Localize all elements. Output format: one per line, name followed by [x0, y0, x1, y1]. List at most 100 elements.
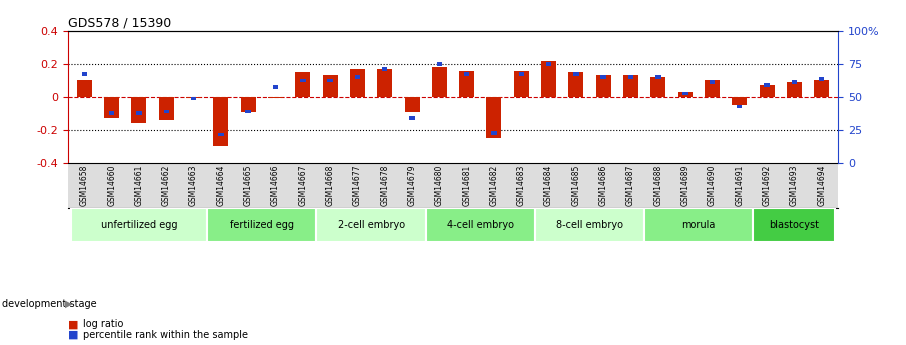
Bar — [545, 62, 552, 66]
Bar — [377, 69, 392, 97]
Bar — [218, 133, 224, 136]
Bar — [82, 72, 87, 76]
Bar — [682, 92, 688, 95]
Text: ■: ■ — [68, 319, 79, 329]
Text: GSM14681: GSM14681 — [462, 165, 471, 206]
Text: GSM14686: GSM14686 — [599, 165, 608, 206]
Text: GDS578 / 15390: GDS578 / 15390 — [68, 17, 171, 30]
Bar — [487, 97, 502, 138]
Text: log ratio: log ratio — [83, 319, 124, 329]
Bar — [131, 97, 147, 123]
Bar — [268, 97, 283, 98]
Text: GSM14691: GSM14691 — [736, 165, 744, 206]
Bar — [354, 75, 361, 79]
Bar — [104, 97, 120, 118]
Text: GSM14666: GSM14666 — [271, 165, 280, 206]
Text: GSM14680: GSM14680 — [435, 165, 444, 206]
Bar — [382, 67, 388, 71]
Bar — [350, 69, 365, 97]
Text: GSM14662: GSM14662 — [162, 165, 170, 206]
Bar — [765, 83, 770, 87]
Text: GSM14684: GSM14684 — [545, 165, 553, 206]
Bar — [541, 61, 556, 97]
Bar — [623, 76, 638, 97]
Text: GSM14683: GSM14683 — [516, 165, 525, 206]
Bar — [207, 208, 316, 242]
Bar — [410, 116, 415, 120]
Bar — [273, 85, 278, 89]
Bar — [655, 75, 660, 79]
Bar — [573, 72, 579, 76]
Bar — [732, 97, 747, 105]
Bar — [737, 105, 743, 108]
Text: GSM14663: GSM14663 — [189, 165, 198, 206]
Bar — [491, 131, 496, 135]
Text: 2-cell embryo: 2-cell embryo — [338, 219, 405, 229]
Bar — [77, 80, 92, 97]
Text: GSM14667: GSM14667 — [298, 165, 307, 206]
Text: GSM14665: GSM14665 — [244, 165, 253, 206]
Text: unfertilized egg: unfertilized egg — [101, 219, 178, 229]
Text: GSM14690: GSM14690 — [708, 165, 717, 206]
Text: blastocyst: blastocyst — [769, 219, 819, 229]
Bar — [709, 80, 715, 84]
Text: morula: morula — [681, 219, 716, 229]
Bar — [71, 208, 207, 242]
Bar — [568, 72, 583, 97]
Bar — [628, 75, 633, 79]
Bar — [535, 208, 644, 242]
Bar — [754, 208, 835, 242]
Text: GSM14678: GSM14678 — [381, 165, 390, 206]
Text: percentile rank within the sample: percentile rank within the sample — [83, 330, 248, 339]
Bar — [432, 67, 447, 97]
Text: GSM14664: GSM14664 — [217, 165, 226, 206]
Bar — [518, 72, 524, 76]
Text: ■: ■ — [68, 330, 79, 339]
Bar — [595, 76, 611, 97]
Bar — [109, 111, 114, 115]
Text: GSM14660: GSM14660 — [107, 165, 116, 206]
Bar — [136, 111, 141, 115]
Text: GSM14693: GSM14693 — [790, 165, 799, 206]
Bar — [186, 97, 201, 98]
Bar — [464, 72, 469, 76]
Bar — [159, 97, 174, 120]
Bar — [426, 208, 535, 242]
Bar — [786, 82, 802, 97]
Text: GSM14677: GSM14677 — [353, 165, 361, 206]
Bar — [437, 62, 442, 66]
Bar — [705, 80, 720, 97]
Text: 8-cell embryo: 8-cell embryo — [556, 219, 623, 229]
Bar — [300, 79, 305, 82]
Bar — [819, 77, 824, 80]
Text: GSM14689: GSM14689 — [680, 165, 689, 206]
Bar — [316, 208, 426, 242]
Text: GSM14682: GSM14682 — [489, 165, 498, 206]
Bar — [241, 97, 255, 112]
Text: 4-cell embryo: 4-cell embryo — [447, 219, 514, 229]
Text: GSM14687: GSM14687 — [626, 165, 635, 206]
Text: GSM14658: GSM14658 — [80, 165, 89, 206]
Bar — [191, 97, 197, 100]
Bar — [644, 208, 754, 242]
Bar — [323, 76, 338, 97]
Text: GSM14685: GSM14685 — [572, 165, 581, 206]
Text: fertilized egg: fertilized egg — [230, 219, 294, 229]
Bar — [246, 110, 251, 114]
Bar — [295, 72, 311, 97]
Bar — [404, 97, 419, 112]
Bar — [601, 75, 606, 79]
Bar — [163, 110, 169, 114]
Bar — [651, 77, 665, 97]
Bar — [214, 97, 228, 146]
Bar — [678, 92, 692, 97]
Bar — [792, 80, 797, 84]
Bar — [459, 70, 474, 97]
Text: GSM14688: GSM14688 — [653, 165, 662, 206]
Bar — [327, 79, 333, 82]
Text: GSM14694: GSM14694 — [817, 165, 826, 206]
Text: ▶: ▶ — [65, 299, 72, 308]
Text: GSM14692: GSM14692 — [763, 165, 772, 206]
Text: GSM14661: GSM14661 — [134, 165, 143, 206]
Text: GSM14679: GSM14679 — [408, 165, 417, 206]
